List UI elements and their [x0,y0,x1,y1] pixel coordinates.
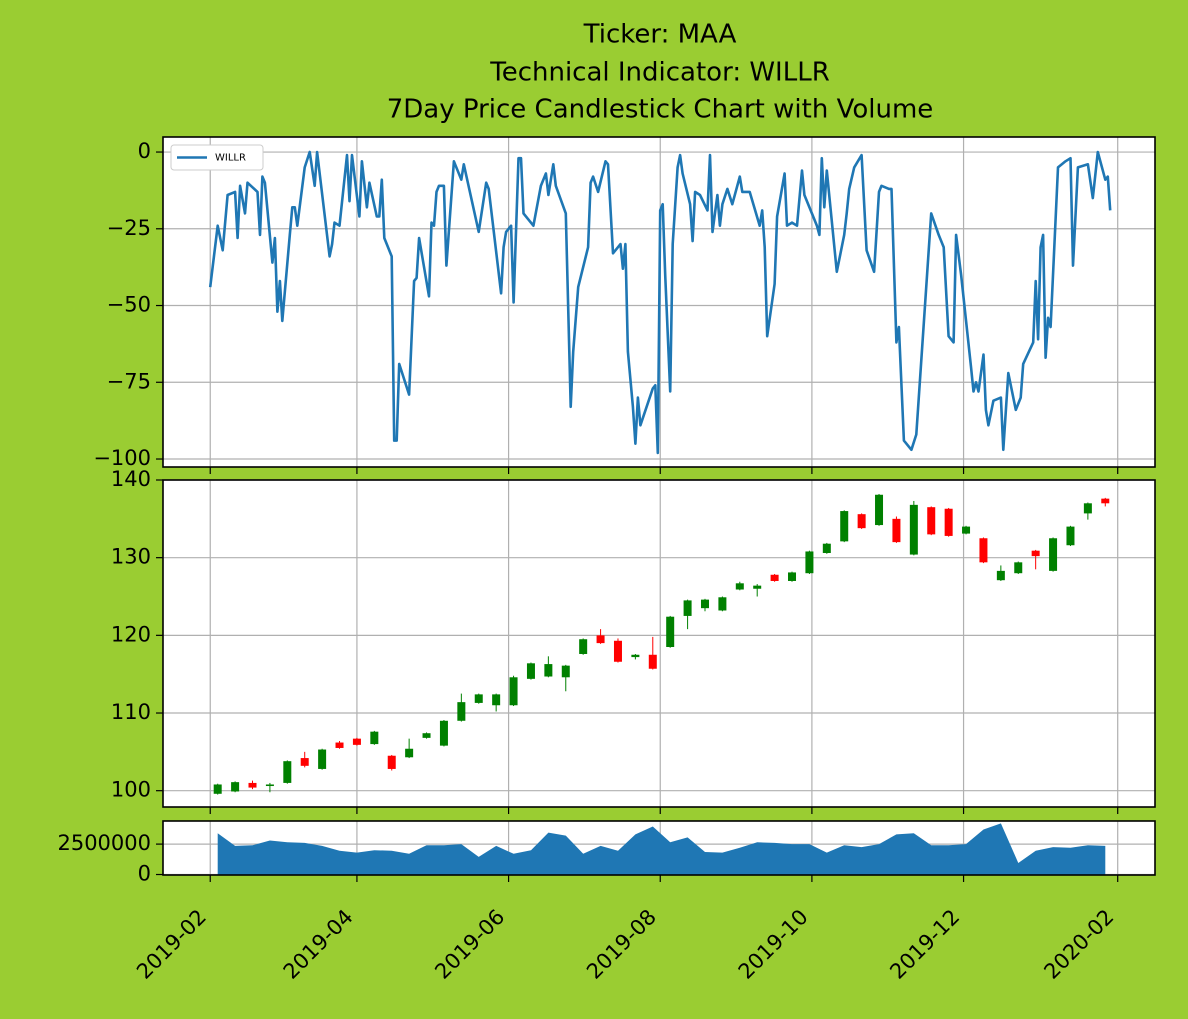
candle-body [561,665,570,678]
candle-body [387,755,396,769]
candle-body [735,583,744,590]
candle-body [1031,550,1040,557]
candle-body [544,664,553,677]
axes-frame [162,820,1156,876]
legend-label: WILLR [215,153,246,164]
axes-frame [162,136,1156,468]
candle-body [1101,498,1110,504]
candle-body [1083,503,1092,514]
x-tick-label: 2019-02 [132,905,211,984]
y-tick-label: −50 [107,293,151,317]
y-tick-label: −100 [93,446,151,470]
candle-body [439,720,448,746]
candle-body [405,748,414,758]
candle-body [213,784,222,794]
candle-body [422,733,431,738]
candle-body [352,738,361,745]
y-tick-label: 140 [111,467,151,491]
candle-body [892,518,901,543]
title-line: Technical Indicator: WILLR [489,58,830,88]
y-tick-label: 130 [111,545,151,569]
y-tick-label: 120 [111,622,151,646]
legend-box [170,144,264,171]
candle-body [631,654,640,658]
y-tick-label: 100 [111,778,151,802]
candle-body [509,677,518,706]
y-tick-label: 2500000 [57,831,151,855]
x-tick-label: 2019-04 [279,905,358,984]
y-tick-label: 110 [111,700,151,724]
title-line: Ticker: MAA [583,20,737,50]
candle-body [857,514,866,529]
candle-body [979,538,988,563]
plot-area [163,480,1155,807]
candle-body [822,543,831,554]
candle-body [1049,538,1058,571]
candle-body [265,784,274,787]
y-tick-label: 0 [138,139,151,163]
candle-body [753,585,762,589]
candle-body [648,654,657,669]
candle-body [457,702,466,721]
candle-body [1066,526,1075,546]
candle-body [770,574,779,581]
candle-body [996,570,1005,581]
candle-body [474,694,483,703]
candle-body [700,599,709,609]
candle-body [1014,562,1023,574]
candle-body [944,508,953,536]
candle-body [283,761,292,783]
candle-body [875,494,884,526]
y-tick-label: −25 [107,216,151,240]
willr-line [208,150,1112,455]
candle-body [492,694,501,706]
candle-body [231,782,240,792]
volume-area [217,823,1106,875]
candle-body [683,600,692,616]
x-tick-label: 2019-06 [430,905,509,984]
candle-body [526,663,535,679]
candle-body [248,782,257,788]
candle-body [596,635,605,644]
y-tick-label: −75 [107,369,151,393]
candle-body [300,758,309,766]
candle-body [613,640,622,662]
candle-body [962,526,971,534]
candle-body [718,597,727,611]
legend: WILLR [170,144,264,171]
candle-body [579,639,588,654]
candle-body [927,507,936,535]
x-tick-label: 2020-02 [1039,905,1118,984]
x-tick-label: 2019-12 [885,905,964,984]
candle-body [666,616,675,647]
candle-body [370,731,379,745]
candle-body [335,742,344,748]
y-tick-label: 0 [138,862,151,886]
candle-body [318,749,327,769]
candle-body [909,504,918,555]
x-tick-label: 2019-10 [734,905,813,984]
candle-body [840,511,849,542]
x-tick-label: 2019-08 [582,905,661,984]
title-line: 7Day Price Candlestick Chart with Volume [387,95,934,125]
axes-frame [162,479,1156,808]
candle-body [788,572,797,581]
candle-body [805,551,814,574]
